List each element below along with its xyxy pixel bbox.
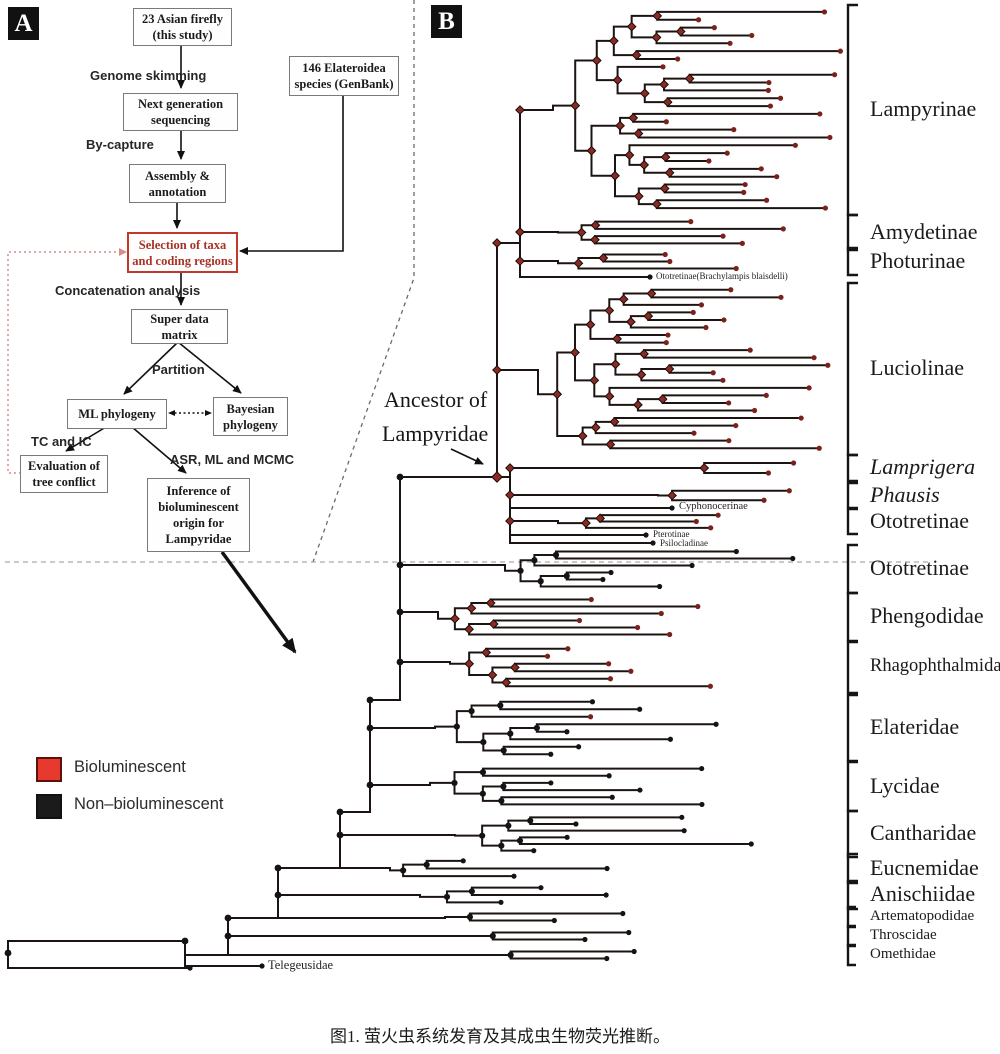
bracket-phengodidae — [846, 591, 858, 643]
bracket-amydetinae — [846, 213, 858, 252]
bracket-omethidae — [846, 943, 856, 967]
bracket-ototretinae — [846, 543, 858, 595]
clade-brackets — [846, 3, 858, 967]
tip-annotation-brachylampis: Ototretinae(Brachylampis blaisdelli) — [656, 271, 788, 281]
flow-box-assembly: Assembly & annotation — [129, 164, 226, 203]
bracket-ototretinae — [846, 507, 858, 536]
flow-box-asian-firefly: 23 Asian firefly (this study) — [133, 8, 232, 46]
flow-box-selection: Selection of taxa and coding regions — [127, 232, 238, 273]
bracket-eucnemidae — [846, 852, 858, 885]
edge-label-concatenation: Concatenation analysis — [55, 283, 201, 298]
bracket-anischiidae — [846, 879, 858, 911]
flow-box-evaluation: Evaluation of tree conflict — [20, 455, 108, 493]
panel-a-frame — [5, 0, 930, 563]
panel-a-label: A — [8, 7, 39, 40]
edge-label-asr-ml-mcmc: ASR, ML and MCMC — [170, 452, 294, 467]
panel-b-label: B — [431, 5, 462, 38]
clade-label-anischiidae: Anischiidae — [870, 881, 976, 907]
bracket-elateridae — [846, 693, 858, 763]
bracket-cantharidae — [846, 809, 858, 859]
clade-label-lampyrinae: Lampyrinae — [870, 96, 977, 122]
figure-caption: 图1. 萤火虫系统发育及其成虫生物荧光推断。 — [330, 1027, 670, 1046]
legend-label-non-bioluminescent: Non–bioluminescent — [74, 795, 224, 813]
tip-annotation-psilocladinae: Psilocladinae — [660, 538, 708, 548]
bracket-throscidae — [846, 924, 856, 948]
edge-label-partition: Partition — [152, 362, 205, 377]
bracket-luciolinae — [846, 281, 858, 457]
flow-box-bayesian: Bayesian phylogeny — [213, 397, 288, 436]
clade-label-ototretinae: Ototretinae — [870, 507, 969, 533]
dotted-arrowheads — [168, 410, 212, 416]
bracket-phausis — [846, 481, 858, 510]
clade-label-rhagophthalmidae: Rhagophthalmidae — [870, 656, 1000, 677]
flow-box-ngs: Next generation sequencing — [123, 93, 238, 131]
clade-label-lycidae: Lycidae — [870, 772, 940, 798]
ancestor-note-line2: Lampyridae — [382, 421, 489, 446]
flow-box-inference: Inference of bioluminescent origin for L… — [147, 478, 250, 552]
clade-label-lamprigera: Lamprigera — [870, 454, 976, 480]
clade-label-omethidae: Omethidae — [870, 945, 936, 962]
clade-label-photurinae: Photurinae — [870, 247, 966, 273]
bracket-lycidae — [846, 760, 858, 813]
flow-box-ml-phylogeny: ML phylogeny — [67, 399, 167, 429]
tip-annotation-telegeusidae: Telegeusidae — [268, 958, 334, 972]
legend-swatch-bioluminescent — [36, 757, 62, 782]
phylogenetic-tree — [4, 9, 844, 971]
tip-annotation-pterotinae: Pterotinae — [653, 529, 690, 539]
clade-label-phausis: Phausis — [870, 481, 940, 507]
legend-swatch-non-bioluminescent — [36, 794, 62, 819]
clade-label-ototretinae: Ototretinae — [870, 555, 969, 581]
clade-label-cantharidae: Cantharidae — [870, 820, 977, 846]
flowchart-arrows — [65, 44, 484, 654]
tip-annotation-cyphonocerinae: Cyphonocerinae — [679, 501, 748, 512]
clade-label-phengodidae: Phengodidae — [870, 603, 984, 629]
clade-label-eucnemidae: Eucnemidae — [870, 854, 979, 880]
edge-label-by-capture: By-capture — [86, 137, 154, 152]
clade-label-throscidae: Throscidae — [870, 926, 937, 943]
clade-label-elateridae: Elateridae — [870, 714, 960, 740]
edge-label-tc-ic: TC and IC — [31, 434, 92, 449]
clade-label-amydetinae: Amydetinae — [870, 218, 978, 244]
clade-label-luciolinae: Luciolinae — [870, 355, 965, 381]
flow-box-elateroidea: 146 Elateroidea species (GenBank) — [289, 56, 399, 96]
ancestor-note-line1: Ancestor of — [384, 387, 488, 412]
bracket-lamprigera — [846, 453, 858, 483]
legend-label-bioluminescent: Bioluminescent — [74, 758, 186, 776]
flow-box-super-matrix: Super data matrix — [131, 309, 228, 344]
bracket-rhagophthalmidae — [846, 640, 858, 695]
edge-label-genome-skimming: Genome skimming — [90, 68, 207, 83]
bracket-photurinae — [846, 246, 858, 277]
bracket-lampyrinae — [846, 3, 858, 217]
clade-label-artematopodidae: Artematopodidae — [870, 907, 975, 924]
